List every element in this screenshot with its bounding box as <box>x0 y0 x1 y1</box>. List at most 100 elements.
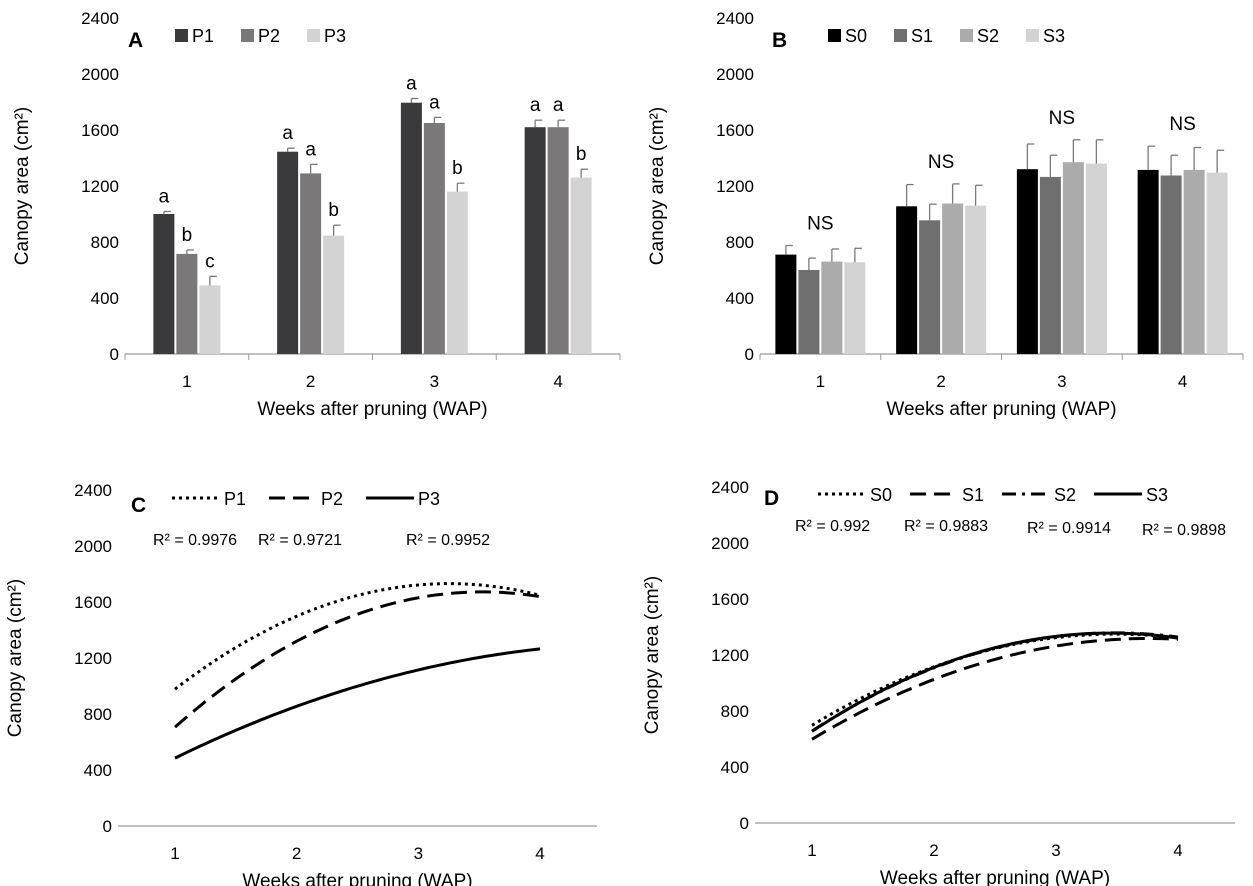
significance-letter: b <box>576 144 587 165</box>
bar-s1 <box>919 220 941 354</box>
x-axis-title: Weeks after pruning (WAP) <box>242 871 472 886</box>
x-axis-title: Weeks after pruning (WAP) <box>886 399 1116 420</box>
significance-letter: a <box>159 186 170 207</box>
y-tick-label: 2000 <box>74 537 112 556</box>
x-tick-label: 2 <box>929 841 938 860</box>
significance-label: NS <box>1169 114 1195 135</box>
bar-p3 <box>199 285 221 354</box>
x-tick-label: 2 <box>936 372 945 391</box>
y-tick-label: 1600 <box>716 121 754 140</box>
r-squared-label: R² = 0.9883 <box>904 518 988 535</box>
y-tick-label: 1600 <box>711 590 749 609</box>
significance-letter: b <box>328 200 339 221</box>
y-tick-label: 1200 <box>716 177 754 196</box>
legend-label: P3 <box>324 26 346 46</box>
legend-label: S3 <box>1146 485 1168 505</box>
y-tick-label: 800 <box>726 233 754 252</box>
significance-letter: b <box>452 158 463 179</box>
r-squared-label: R² = 0.9898 <box>1142 522 1226 539</box>
y-tick-label: 0 <box>740 814 749 833</box>
r-squared-label: R² = 0.9914 <box>1027 520 1111 537</box>
chart-panel-b: 0 400 800 1200 1600 2000 2400 Canopy area (cm²)… <box>647 9 1244 420</box>
significance-label: NS <box>807 214 833 235</box>
x-tick-label: 3 <box>414 844 423 863</box>
y-tick-label: 800 <box>91 233 119 252</box>
trend-line-p3 <box>174 647 541 760</box>
bar-p3 <box>570 177 592 354</box>
chart-panel-c: 0 400 800 1200 1600 2000 2400 Canopy area (cm²)… <box>5 481 597 886</box>
y-tick-label: 0 <box>103 817 112 836</box>
legend-label: S0 <box>845 26 867 46</box>
significance-letter: a <box>406 74 417 95</box>
bar-p3 <box>446 191 468 354</box>
y-tick-label: 2400 <box>74 481 112 500</box>
x-tick-label: 1 <box>170 844 179 863</box>
y-axis-title: Canopy area (cm²) <box>12 107 33 265</box>
bar-s3 <box>965 205 987 354</box>
bar-p1 <box>153 214 175 354</box>
significance-letter: a <box>305 139 316 160</box>
r-squared-label: R² = 0.992 <box>795 518 870 535</box>
y-tick-label: 0 <box>745 345 754 364</box>
r-squared-label: R² = 0.9976 <box>153 532 237 549</box>
y-tick-label: 400 <box>91 289 119 308</box>
x-tick-label: 4 <box>535 844 544 863</box>
significance-letter: a <box>429 92 440 113</box>
x-tick-label: 4 <box>553 372 562 391</box>
legend-label: S1 <box>911 26 933 46</box>
x-axis-title: Weeks after pruning (WAP) <box>257 399 487 420</box>
legend-label: P1 <box>224 489 246 509</box>
significance-letter: b <box>182 225 193 246</box>
bar-s3 <box>844 262 866 354</box>
bar-s2 <box>821 261 843 354</box>
legend-swatch-s3 <box>1026 29 1039 42</box>
y-tick-label: 800 <box>721 702 749 721</box>
legend-label: S2 <box>977 26 999 46</box>
legend-swatch-s1 <box>894 29 907 42</box>
x-tick-label: 2 <box>292 844 301 863</box>
y-tick-label: 800 <box>84 705 112 724</box>
bar-s0 <box>896 206 918 354</box>
x-tick-label: 4 <box>1173 841 1182 860</box>
y-tick-label: 1200 <box>81 177 119 196</box>
x-tick-label: 1 <box>807 841 816 860</box>
y-tick-label: 2400 <box>81 9 119 28</box>
legend-label: P2 <box>258 26 280 46</box>
significance-label: NS <box>1049 108 1075 129</box>
y-tick-label: 400 <box>726 289 754 308</box>
y-tick-label: 0 <box>110 345 119 364</box>
y-tick-label: 400 <box>84 761 112 780</box>
bar-p1 <box>277 151 299 354</box>
panel-letter: B <box>772 29 787 52</box>
significance-letter: a <box>530 95 541 116</box>
legend-swatch-s2 <box>960 29 973 42</box>
bar-s1 <box>798 270 820 354</box>
y-tick-label: 2000 <box>716 65 754 84</box>
legend-label: P3 <box>418 489 440 509</box>
trend-line-s1 <box>811 637 1179 741</box>
legend-label: S1 <box>962 485 984 505</box>
panel-letter: A <box>128 29 143 52</box>
legend-label: S3 <box>1043 26 1065 46</box>
legend-label: S0 <box>870 485 892 505</box>
y-tick-label: 2400 <box>716 9 754 28</box>
x-tick-label: 2 <box>306 372 315 391</box>
r-squared-label: R² = 0.9721 <box>258 532 342 549</box>
trend-line-p1 <box>174 582 541 691</box>
bar-p1 <box>400 102 422 354</box>
trend-line-s3 <box>811 631 1179 733</box>
legend-label: P2 <box>321 489 343 509</box>
bar-s0 <box>1137 169 1159 354</box>
bar-s2 <box>1183 169 1205 354</box>
y-tick-label: 1200 <box>74 649 112 668</box>
bar-s0 <box>775 254 797 354</box>
bar-s1 <box>1160 175 1182 354</box>
trend-line-p2 <box>174 590 541 729</box>
y-axis-title: Canopy area (cm²) <box>642 576 663 734</box>
bar-p2 <box>176 253 198 354</box>
bar-s3 <box>1085 163 1107 354</box>
significance-letter: c <box>205 251 215 272</box>
legend-label: S2 <box>1054 485 1076 505</box>
legend-label: P1 <box>192 26 214 46</box>
